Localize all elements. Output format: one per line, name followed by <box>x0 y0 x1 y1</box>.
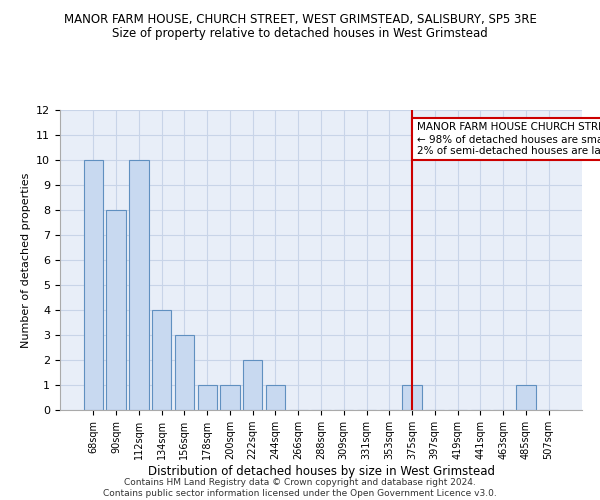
Bar <box>197 385 217 410</box>
Bar <box>84 160 103 410</box>
Bar <box>266 385 285 410</box>
Text: MANOR FARM HOUSE, CHURCH STREET, WEST GRIMSTEAD, SALISBURY, SP5 3RE: MANOR FARM HOUSE, CHURCH STREET, WEST GR… <box>64 12 536 26</box>
Text: MANOR FARM HOUSE CHURCH STREET: 381sqm
← 98% of detached houses are smaller (40): MANOR FARM HOUSE CHURCH STREET: 381sqm ←… <box>416 122 600 156</box>
Bar <box>243 360 262 410</box>
Bar <box>152 310 172 410</box>
Y-axis label: Number of detached properties: Number of detached properties <box>20 172 31 348</box>
Bar <box>516 385 536 410</box>
Text: Contains HM Land Registry data © Crown copyright and database right 2024.
Contai: Contains HM Land Registry data © Crown c… <box>103 478 497 498</box>
Text: Size of property relative to detached houses in West Grimstead: Size of property relative to detached ho… <box>112 28 488 40</box>
X-axis label: Distribution of detached houses by size in West Grimstead: Distribution of detached houses by size … <box>148 465 494 478</box>
Bar <box>129 160 149 410</box>
Bar <box>106 210 126 410</box>
Bar <box>403 385 422 410</box>
Bar <box>175 335 194 410</box>
Bar <box>220 385 239 410</box>
